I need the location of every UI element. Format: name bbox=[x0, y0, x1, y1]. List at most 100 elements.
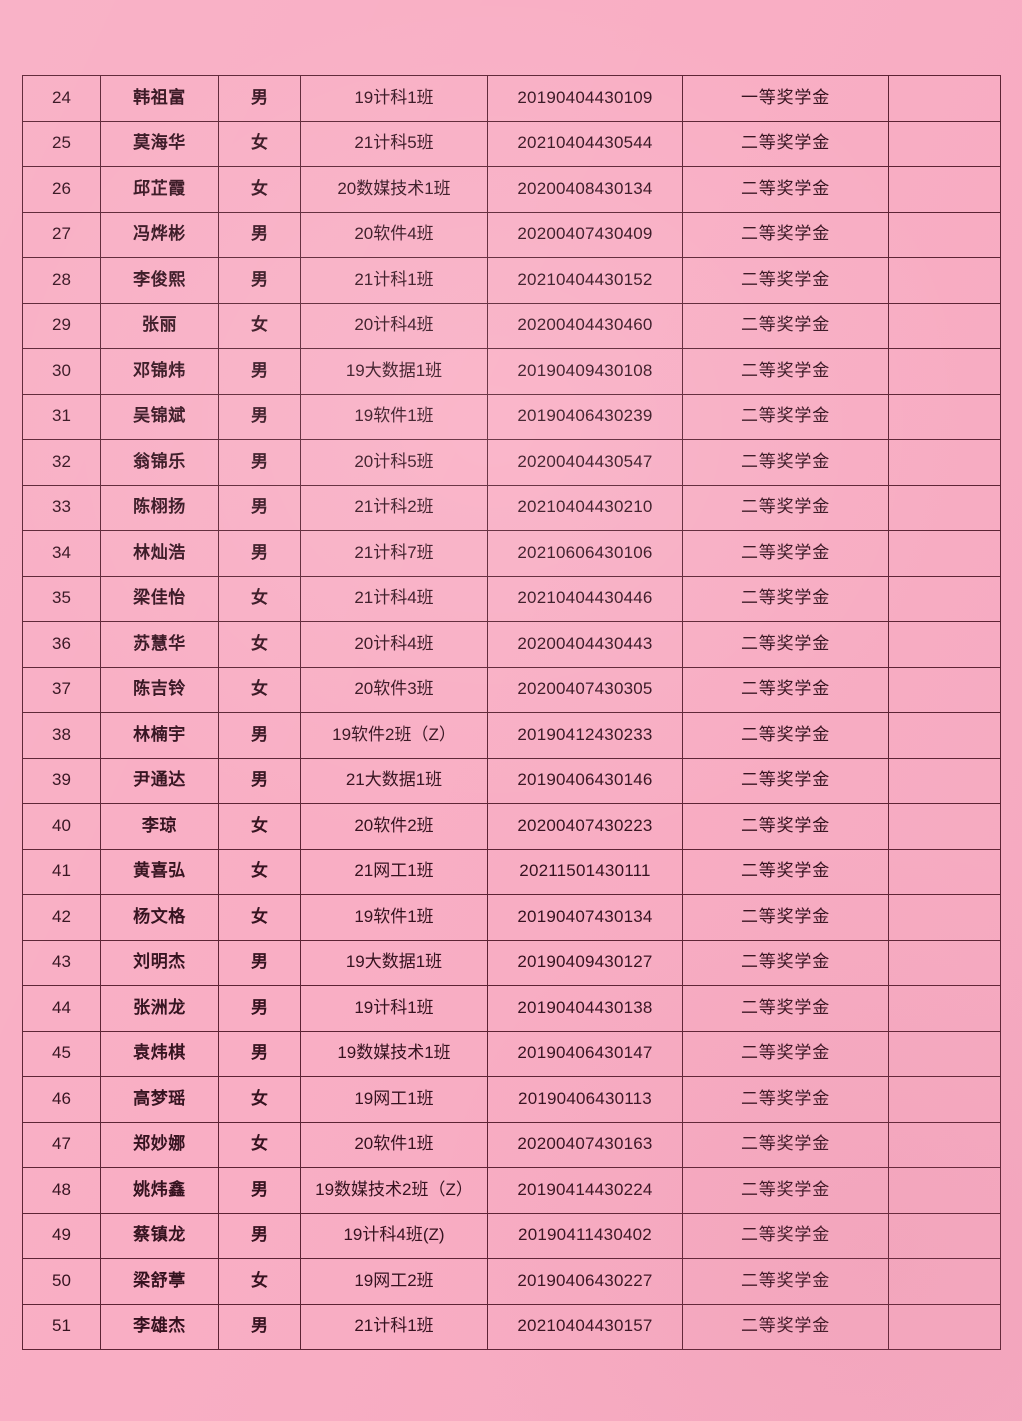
table-row: 38 林楠宇男 19软件2班（Z） 20190412430233 二等奖学金 bbox=[22, 712, 1001, 759]
cell-gender: 男 bbox=[218, 393, 301, 440]
cell-sid: 20200404430460 bbox=[487, 302, 683, 349]
cell-sid: 20190412430233 bbox=[487, 712, 683, 759]
cell-sid: 20190406430146 bbox=[487, 757, 683, 804]
cell-gender: 男 bbox=[218, 985, 301, 1032]
cell-class: 21计科1班 bbox=[300, 1303, 488, 1350]
cell-index: 48 bbox=[22, 1167, 101, 1214]
cell-award: 二等奖学金 bbox=[682, 1303, 889, 1350]
table-row: 40 李琼女 20软件2班 20200407430223 二等奖学金 bbox=[22, 803, 1001, 850]
cell-name: 邓锦炜 bbox=[100, 348, 219, 395]
cell-name: 梁舒葶 bbox=[100, 1258, 219, 1305]
table-row: 45 袁炜棋男 19数媒技术1班 20190406430147 二等奖学金 bbox=[22, 1030, 1001, 1077]
cell-gender: 男 bbox=[218, 211, 301, 258]
cell-class: 19软件1班 bbox=[300, 393, 488, 440]
cell-sid: 20190406430147 bbox=[487, 1030, 683, 1077]
cell-note bbox=[888, 757, 1001, 804]
cell-sid: 20211501430111 bbox=[487, 848, 683, 895]
cell-index: 25 bbox=[22, 120, 101, 167]
cell-class: 20计科4班 bbox=[300, 302, 488, 349]
cell-note bbox=[888, 1121, 1001, 1168]
table-row: 49 蔡镇龙男 19计科4班(Z) 20190411430402 二等奖学金 bbox=[22, 1212, 1001, 1259]
cell-gender: 女 bbox=[218, 848, 301, 895]
cell-index: 47 bbox=[22, 1121, 101, 1168]
cell-gender: 男 bbox=[218, 712, 301, 759]
cell-gender: 男 bbox=[218, 1212, 301, 1259]
cell-sid: 20190414430224 bbox=[487, 1167, 683, 1214]
cell-award: 二等奖学金 bbox=[682, 1121, 889, 1168]
cell-index: 29 bbox=[22, 302, 101, 349]
cell-award: 一等奖学金 bbox=[682, 75, 889, 122]
scholarship-award-table: 24 韩祖富男 19计科1班 20190404430109 一等奖学金 25 莫海华女 21计… bbox=[22, 75, 1001, 1350]
cell-note bbox=[888, 803, 1001, 850]
cell-note bbox=[888, 666, 1001, 713]
cell-note bbox=[888, 120, 1001, 167]
cell-gender: 女 bbox=[218, 166, 301, 213]
cell-class: 21计科5班 bbox=[300, 120, 488, 167]
cell-award: 二等奖学金 bbox=[682, 712, 889, 759]
cell-index: 44 bbox=[22, 985, 101, 1032]
cell-sid: 20200408430134 bbox=[487, 166, 683, 213]
cell-class: 21大数据1班 bbox=[300, 757, 488, 804]
cell-name: 袁炜棋 bbox=[100, 1030, 219, 1077]
cell-sid: 20190411430402 bbox=[487, 1212, 683, 1259]
cell-note bbox=[888, 302, 1001, 349]
cell-index: 26 bbox=[22, 166, 101, 213]
cell-sid: 20200407430305 bbox=[487, 666, 683, 713]
cell-gender: 女 bbox=[218, 302, 301, 349]
cell-class: 19计科4班(Z) bbox=[300, 1212, 488, 1259]
cell-sid: 20200407430163 bbox=[487, 1121, 683, 1168]
cell-sid: 20190406430227 bbox=[487, 1258, 683, 1305]
cell-sid: 20210404430446 bbox=[487, 575, 683, 622]
table-row: 39 尹通达男 21大数据1班 20190406430146 二等奖学金 bbox=[22, 757, 1001, 804]
cell-name: 张丽 bbox=[100, 302, 219, 349]
cell-gender: 男 bbox=[218, 439, 301, 486]
cell-note bbox=[888, 848, 1001, 895]
cell-award: 二等奖学金 bbox=[682, 166, 889, 213]
cell-gender: 女 bbox=[218, 621, 301, 668]
cell-name: 李琼 bbox=[100, 803, 219, 850]
cell-note bbox=[888, 257, 1001, 304]
table-row: 46 高梦瑶女 19网工1班 20190406430113 二等奖学金 bbox=[22, 1076, 1001, 1123]
cell-name: 张洲龙 bbox=[100, 985, 219, 1032]
cell-note bbox=[888, 439, 1001, 486]
cell-index: 27 bbox=[22, 211, 101, 258]
cell-note bbox=[888, 575, 1001, 622]
cell-award: 二等奖学金 bbox=[682, 1076, 889, 1123]
table-row: 36 苏慧华女 20计科4班 20200404430443 二等奖学金 bbox=[22, 621, 1001, 668]
table-row: 31 吴锦斌男 19软件1班 20190406430239 二等奖学金 bbox=[22, 393, 1001, 440]
cell-note bbox=[888, 166, 1001, 213]
cell-name: 莫海华 bbox=[100, 120, 219, 167]
cell-name: 尹通达 bbox=[100, 757, 219, 804]
cell-award: 二等奖学金 bbox=[682, 120, 889, 167]
cell-award: 二等奖学金 bbox=[682, 1212, 889, 1259]
cell-name: 黄喜弘 bbox=[100, 848, 219, 895]
cell-name: 林灿浩 bbox=[100, 530, 219, 577]
cell-name: 冯烨彬 bbox=[100, 211, 219, 258]
cell-index: 35 bbox=[22, 575, 101, 622]
cell-name: 林楠宇 bbox=[100, 712, 219, 759]
cell-sid: 20200407430409 bbox=[487, 211, 683, 258]
cell-name: 姚炜鑫 bbox=[100, 1167, 219, 1214]
cell-class: 19大数据1班 bbox=[300, 939, 488, 986]
table-row: 43 刘明杰男 19大数据1班 20190409430127 二等奖学金 bbox=[22, 939, 1001, 986]
cell-award: 二等奖学金 bbox=[682, 939, 889, 986]
cell-gender: 女 bbox=[218, 803, 301, 850]
award-table-body: 24 韩祖富男 19计科1班 20190404430109 一等奖学金 25 莫海华女 21计… bbox=[22, 75, 1001, 1350]
cell-sid: 20200404430443 bbox=[487, 621, 683, 668]
cell-name: 李雄杰 bbox=[100, 1303, 219, 1350]
cell-award: 二等奖学金 bbox=[682, 1030, 889, 1077]
cell-sid: 20190404430138 bbox=[487, 985, 683, 1032]
cell-sid: 20190404430109 bbox=[487, 75, 683, 122]
cell-class: 21计科1班 bbox=[300, 257, 488, 304]
table-row: 29 张丽女 20计科4班 20200404430460 二等奖学金 bbox=[22, 302, 1001, 349]
cell-index: 28 bbox=[22, 257, 101, 304]
cell-note bbox=[888, 712, 1001, 759]
cell-note bbox=[888, 1212, 1001, 1259]
table-row: 50 梁舒葶女 19网工2班 20190406430227 二等奖学金 bbox=[22, 1258, 1001, 1305]
cell-award: 二等奖学金 bbox=[682, 257, 889, 304]
cell-class: 21网工1班 bbox=[300, 848, 488, 895]
cell-class: 21计科7班 bbox=[300, 530, 488, 577]
cell-note bbox=[888, 621, 1001, 668]
cell-gender: 男 bbox=[218, 757, 301, 804]
cell-class: 21计科4班 bbox=[300, 575, 488, 622]
